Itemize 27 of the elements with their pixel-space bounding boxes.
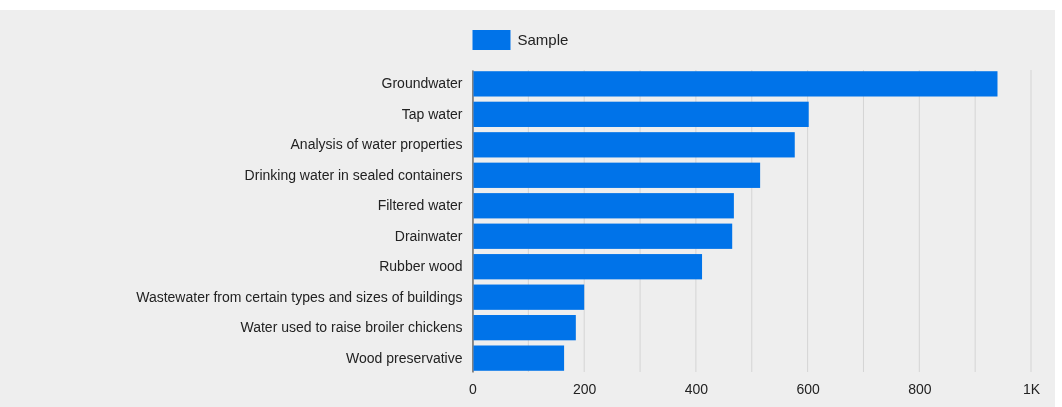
bar bbox=[473, 345, 565, 371]
y-tick-label: Tap water bbox=[401, 105, 463, 122]
x-tick-label: 200 bbox=[573, 380, 597, 397]
y-tick-label: Filtered water bbox=[377, 197, 463, 214]
bar bbox=[473, 132, 795, 158]
legend-label: Sample bbox=[517, 31, 569, 48]
x-tick-label: 400 bbox=[684, 380, 709, 397]
y-tick-label: Wood preservative bbox=[346, 349, 463, 366]
bar bbox=[473, 223, 733, 249]
bar bbox=[473, 315, 576, 341]
y-tick-label: Wastewater from certain types and sizes of buildings bbox=[136, 288, 463, 305]
y-tick-label: Analysis of water properties bbox=[290, 136, 463, 153]
bar bbox=[473, 193, 734, 219]
y-tick-label: Groundwater bbox=[381, 75, 463, 92]
y-tick-label: Drainwater bbox=[394, 227, 463, 244]
x-tick-label: 0 bbox=[469, 380, 478, 397]
x-tick-label: 1K bbox=[1022, 380, 1041, 397]
x-tick-label: 800 bbox=[908, 380, 932, 397]
y-tick-label: Rubber wood bbox=[379, 258, 463, 275]
y-tick-label: Water used to raise broiler chickens bbox=[240, 319, 463, 336]
bar bbox=[473, 254, 703, 280]
bar bbox=[473, 284, 585, 310]
bar bbox=[473, 162, 761, 188]
y-tick-label: Drinking water in sealed containers bbox=[244, 166, 463, 183]
bar bbox=[473, 101, 809, 127]
x-tick-label: 600 bbox=[796, 380, 820, 397]
bar bbox=[473, 71, 998, 97]
